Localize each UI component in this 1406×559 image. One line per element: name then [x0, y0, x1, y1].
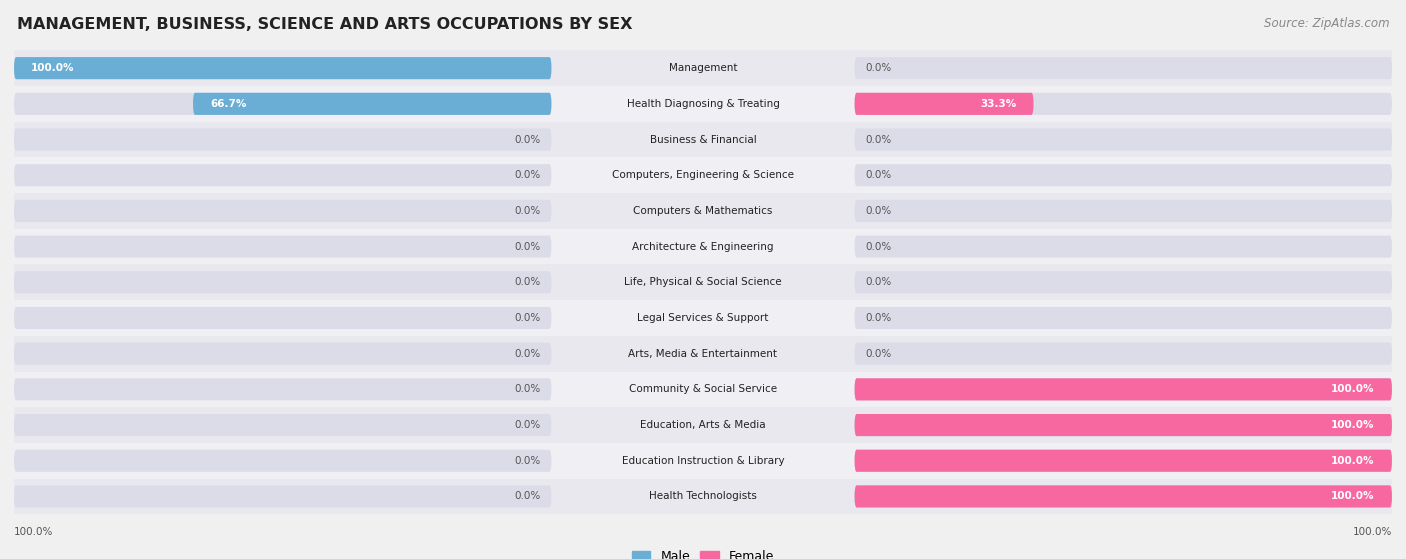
FancyBboxPatch shape — [14, 235, 551, 258]
Text: 66.7%: 66.7% — [211, 99, 246, 109]
Text: 0.0%: 0.0% — [865, 349, 891, 359]
Text: Computers, Engineering & Science: Computers, Engineering & Science — [612, 170, 794, 180]
Text: Computers & Mathematics: Computers & Mathematics — [633, 206, 773, 216]
FancyBboxPatch shape — [855, 378, 1392, 400]
Bar — [14, 50, 1392, 86]
Bar — [14, 443, 1392, 479]
FancyBboxPatch shape — [855, 129, 1392, 150]
Bar — [14, 158, 1392, 193]
Text: 0.0%: 0.0% — [515, 349, 541, 359]
Text: 0.0%: 0.0% — [515, 277, 541, 287]
Text: 100.0%: 100.0% — [1331, 385, 1375, 394]
Bar — [14, 264, 1392, 300]
Text: 100.0%: 100.0% — [1331, 491, 1375, 501]
Text: 0.0%: 0.0% — [515, 491, 541, 501]
FancyBboxPatch shape — [14, 307, 551, 329]
FancyBboxPatch shape — [855, 307, 1392, 329]
Text: 0.0%: 0.0% — [865, 135, 891, 145]
Text: Architecture & Engineering: Architecture & Engineering — [633, 241, 773, 252]
Bar — [14, 229, 1392, 264]
Text: Health Diagnosing & Treating: Health Diagnosing & Treating — [627, 99, 779, 109]
FancyBboxPatch shape — [855, 200, 1392, 222]
FancyBboxPatch shape — [855, 485, 1392, 508]
Text: 0.0%: 0.0% — [515, 456, 541, 466]
FancyBboxPatch shape — [855, 271, 1392, 293]
Text: 100.0%: 100.0% — [1353, 527, 1392, 537]
FancyBboxPatch shape — [14, 271, 551, 293]
Text: 0.0%: 0.0% — [515, 241, 541, 252]
FancyBboxPatch shape — [855, 378, 1392, 400]
Bar — [14, 193, 1392, 229]
Text: 100.0%: 100.0% — [14, 527, 53, 537]
Text: Source: ZipAtlas.com: Source: ZipAtlas.com — [1264, 17, 1389, 30]
Text: 0.0%: 0.0% — [515, 420, 541, 430]
Text: 0.0%: 0.0% — [515, 206, 541, 216]
Text: 0.0%: 0.0% — [515, 170, 541, 180]
Text: 33.3%: 33.3% — [980, 99, 1017, 109]
Bar — [14, 122, 1392, 158]
Bar — [14, 479, 1392, 514]
Bar — [14, 407, 1392, 443]
FancyBboxPatch shape — [855, 93, 1392, 115]
FancyBboxPatch shape — [14, 485, 551, 508]
Text: 0.0%: 0.0% — [865, 170, 891, 180]
FancyBboxPatch shape — [855, 414, 1392, 436]
FancyBboxPatch shape — [14, 93, 551, 115]
FancyBboxPatch shape — [855, 93, 1033, 115]
Text: 0.0%: 0.0% — [865, 313, 891, 323]
Text: Life, Physical & Social Science: Life, Physical & Social Science — [624, 277, 782, 287]
Bar — [14, 300, 1392, 336]
FancyBboxPatch shape — [855, 414, 1392, 436]
Text: Arts, Media & Entertainment: Arts, Media & Entertainment — [628, 349, 778, 359]
Bar — [14, 372, 1392, 407]
Bar — [14, 86, 1392, 122]
Text: Community & Social Service: Community & Social Service — [628, 385, 778, 394]
Text: 0.0%: 0.0% — [865, 63, 891, 73]
Text: 0.0%: 0.0% — [515, 313, 541, 323]
FancyBboxPatch shape — [14, 200, 551, 222]
FancyBboxPatch shape — [855, 235, 1392, 258]
FancyBboxPatch shape — [14, 57, 551, 79]
Text: Education, Arts & Media: Education, Arts & Media — [640, 420, 766, 430]
FancyBboxPatch shape — [14, 414, 551, 436]
Text: Health Technologists: Health Technologists — [650, 491, 756, 501]
FancyBboxPatch shape — [14, 57, 551, 79]
FancyBboxPatch shape — [14, 129, 551, 150]
Text: 100.0%: 100.0% — [31, 63, 75, 73]
Text: Business & Financial: Business & Financial — [650, 135, 756, 145]
Text: 0.0%: 0.0% — [515, 135, 541, 145]
FancyBboxPatch shape — [14, 164, 551, 186]
FancyBboxPatch shape — [14, 378, 551, 400]
Text: Education Instruction & Library: Education Instruction & Library — [621, 456, 785, 466]
FancyBboxPatch shape — [14, 343, 551, 364]
Text: 100.0%: 100.0% — [1331, 420, 1375, 430]
FancyBboxPatch shape — [855, 485, 1392, 508]
FancyBboxPatch shape — [855, 164, 1392, 186]
Text: 0.0%: 0.0% — [865, 277, 891, 287]
FancyBboxPatch shape — [855, 449, 1392, 472]
FancyBboxPatch shape — [855, 57, 1392, 79]
Text: MANAGEMENT, BUSINESS, SCIENCE AND ARTS OCCUPATIONS BY SEX: MANAGEMENT, BUSINESS, SCIENCE AND ARTS O… — [17, 17, 633, 32]
Text: 0.0%: 0.0% — [515, 385, 541, 394]
Legend: Male, Female: Male, Female — [627, 546, 779, 559]
FancyBboxPatch shape — [855, 343, 1392, 364]
FancyBboxPatch shape — [855, 449, 1392, 472]
FancyBboxPatch shape — [193, 93, 551, 115]
Text: Legal Services & Support: Legal Services & Support — [637, 313, 769, 323]
Text: Management: Management — [669, 63, 737, 73]
FancyBboxPatch shape — [14, 449, 551, 472]
Text: 0.0%: 0.0% — [865, 241, 891, 252]
Text: 0.0%: 0.0% — [865, 206, 891, 216]
Text: 100.0%: 100.0% — [1331, 456, 1375, 466]
Bar — [14, 336, 1392, 372]
